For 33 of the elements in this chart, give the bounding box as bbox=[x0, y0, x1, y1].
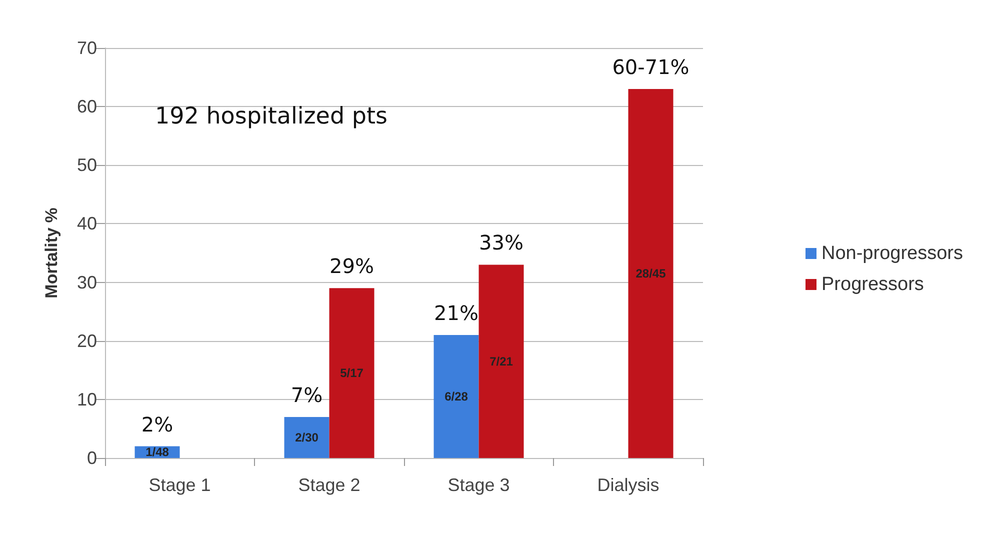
x-tick-label: Stage 3 bbox=[448, 475, 510, 495]
annotation: 29% bbox=[330, 254, 374, 278]
y-tick-label: 20 bbox=[76, 330, 97, 351]
annotation: 33% bbox=[479, 230, 524, 255]
x-tick-label: Dialysis bbox=[597, 475, 660, 495]
legend-label: Non-progressors bbox=[822, 243, 963, 264]
annotation: 21% bbox=[434, 301, 478, 325]
data-label: 1/48 bbox=[146, 445, 170, 460]
bar bbox=[628, 89, 674, 458]
bar bbox=[434, 335, 479, 458]
bar bbox=[478, 264, 524, 458]
data-label: 2/30 bbox=[295, 430, 319, 444]
annotation: 192 hospitalized pts bbox=[155, 104, 388, 130]
data-label: 28/45 bbox=[636, 266, 666, 280]
annotation: 2% bbox=[141, 412, 174, 436]
bar bbox=[329, 288, 374, 458]
x-tick-label: Stage 2 bbox=[298, 475, 360, 495]
data-label: 5/17 bbox=[340, 366, 364, 380]
x-tick-label: Stage 1 bbox=[148, 475, 211, 495]
y-axis-title: Mortality % bbox=[42, 208, 61, 298]
y-tick-label: 30 bbox=[76, 272, 97, 292]
bar bbox=[284, 417, 330, 458]
y-tick-label: 50 bbox=[76, 155, 97, 176]
data-label: 6/28 bbox=[444, 390, 468, 404]
legend-label: Progressors bbox=[822, 274, 924, 295]
annotation: 60-71% bbox=[612, 55, 690, 79]
y-tick-label: 70 bbox=[76, 38, 97, 58]
data-label: 7/21 bbox=[490, 354, 514, 368]
annotation: 7% bbox=[290, 383, 323, 407]
y-tick-label: 60 bbox=[76, 96, 97, 117]
y-tick-label: 40 bbox=[76, 214, 97, 234]
y-tick-label: 0 bbox=[86, 448, 97, 468]
y-tick-label: 10 bbox=[76, 389, 97, 410]
